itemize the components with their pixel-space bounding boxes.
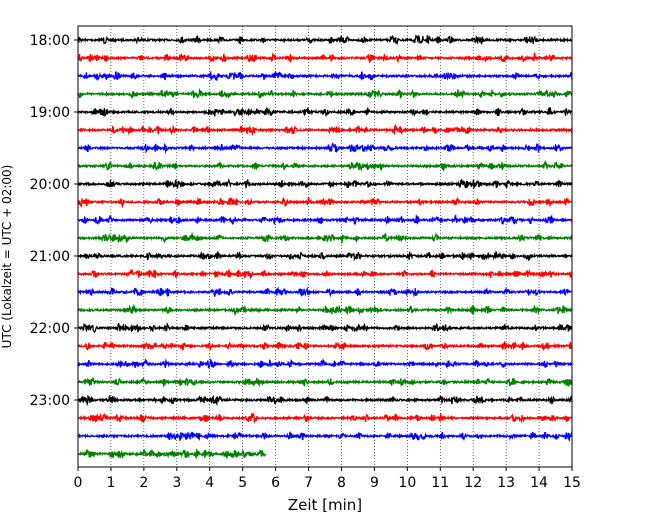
seismic-trace (77, 394, 573, 407)
x-tick-label: 12 (464, 475, 482, 491)
x-tick-label: 10 (398, 475, 416, 491)
seismic-trace (77, 286, 573, 298)
x-tick-label: 7 (304, 475, 313, 491)
seismic-trace (77, 231, 573, 245)
x-axis-ticks: 0 1 2 3 4 5 6 7 8 9 10 11 12 13 14 15 (74, 467, 581, 491)
seismic-trace (77, 214, 573, 226)
seismic-trace (77, 376, 573, 388)
x-tick-label: 0 (74, 475, 83, 491)
x-tick-label: 13 (497, 475, 515, 491)
plot-frame (77, 25, 573, 468)
seismic-trace (77, 70, 573, 82)
y-tick-label: 23:00 (30, 393, 70, 409)
x-tick-label: 14 (530, 475, 548, 491)
x-tick-label: 8 (337, 475, 346, 491)
y-tick-label: 20:00 (30, 177, 70, 193)
seismic-trace (77, 431, 573, 442)
seismic-trace (77, 447, 267, 460)
x-tick-label: 2 (139, 475, 148, 491)
seismic-trace (77, 87, 573, 100)
seismic-trace (77, 412, 573, 424)
x-tick-label: 1 (106, 475, 115, 491)
y-tick-label: 22:00 (30, 321, 70, 337)
y-tick-label: 18:00 (30, 33, 70, 49)
x-tick-label: 9 (370, 475, 379, 491)
seismic-trace (77, 196, 573, 209)
x-tick-label: 11 (431, 475, 449, 491)
seismic-trace (77, 322, 573, 334)
x-tick-label: 5 (238, 475, 247, 491)
seismic-trace (77, 142, 573, 154)
x-axis-label: Zeit [min] (288, 496, 362, 514)
y-axis-label: UTC (Lokalzeit = UTC + 02:00) (0, 165, 14, 349)
seismic-trace (77, 340, 573, 352)
seismic-trace (77, 106, 572, 118)
seismic-trace (77, 51, 573, 64)
trace-layer (77, 34, 573, 460)
seismic-trace (77, 123, 573, 136)
seismic-trace (77, 178, 573, 190)
x-tick-label: 15 (563, 475, 581, 491)
y-axis-ticks: 18:00 19:00 20:00 21:00 22:00 23:00 (30, 33, 78, 409)
seismic-trace (77, 303, 573, 317)
seismic-trace (77, 34, 573, 46)
seismic-trace (77, 268, 573, 280)
seismic-trace (77, 159, 573, 172)
y-tick-label: 21:00 (30, 249, 70, 265)
x-tick-label: 3 (172, 475, 181, 491)
seismic-trace (77, 250, 573, 262)
x-tick-label: 4 (205, 475, 214, 491)
y-tick-label: 19:00 (30, 105, 70, 121)
x-tick-label: 6 (271, 475, 280, 491)
seismic-trace (77, 358, 573, 370)
